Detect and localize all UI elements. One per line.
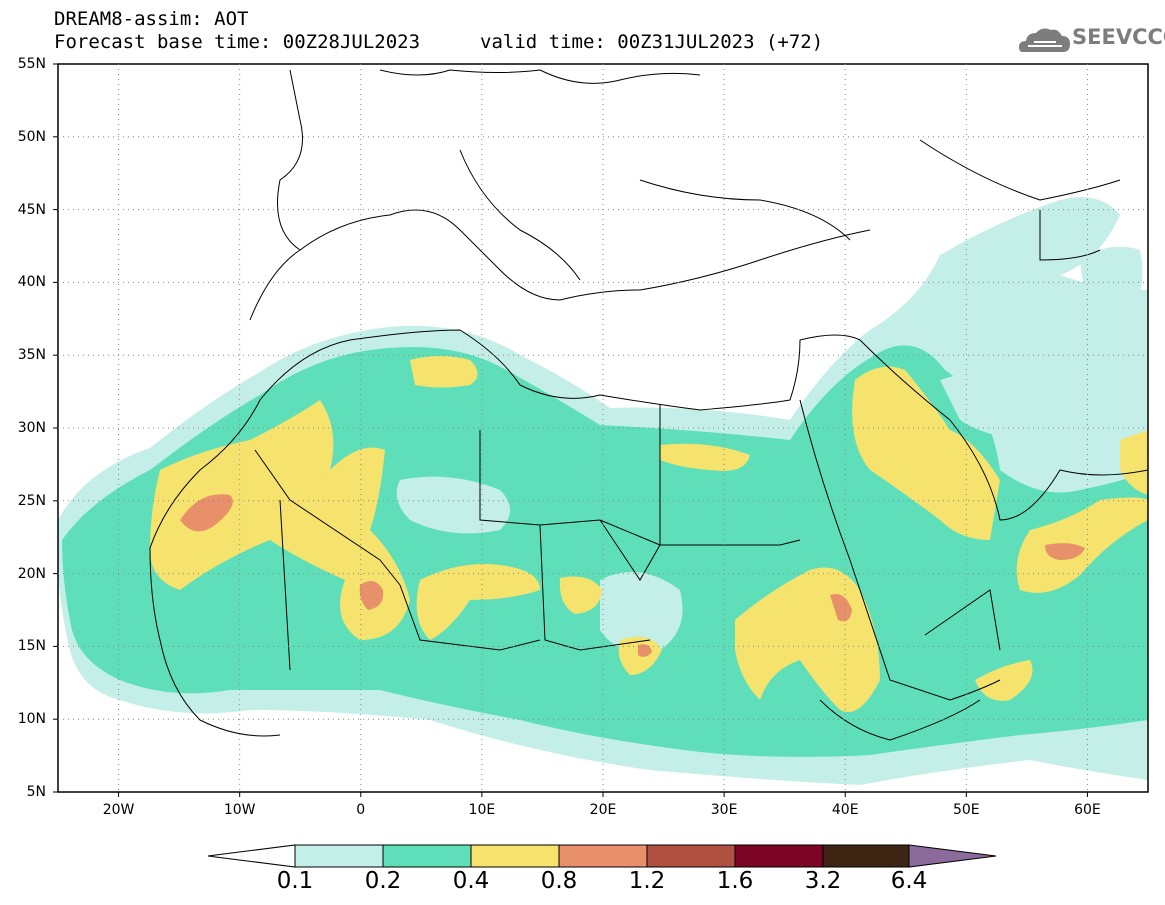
colorbar-label: 3.2 bbox=[804, 868, 842, 894]
lat-tick-label: 35N bbox=[17, 347, 46, 364]
lat-tick-label: 10N bbox=[17, 711, 46, 728]
lon-tick-label: 0 bbox=[356, 802, 366, 818]
title-line-1: DREAM8-assim: AOT bbox=[54, 8, 249, 30]
colorbar-label: 0.4 bbox=[452, 868, 490, 894]
colorbar-label: 1.2 bbox=[628, 868, 666, 894]
gridlines bbox=[53, 63, 1148, 797]
title-line-2: Forecast base time: 00Z28JUL2023 bbox=[54, 31, 421, 53]
lon-tick-label: 20W bbox=[102, 802, 135, 818]
lat-tick-label: 40N bbox=[17, 274, 46, 291]
lon-tick-label: 10E bbox=[468, 802, 496, 818]
colorbar-label: 1.6 bbox=[716, 868, 754, 894]
aot-shading bbox=[58, 197, 1148, 786]
lon-tick-label: 20E bbox=[589, 802, 617, 818]
coastlines bbox=[149, 69, 1149, 741]
lat-tick-label: 55N bbox=[17, 56, 46, 72]
colorbar-bin-4 bbox=[558, 844, 648, 868]
lon-tick-label: 40E bbox=[831, 802, 859, 818]
lat-tick-label: 45N bbox=[17, 201, 46, 218]
colorbar bbox=[207, 844, 997, 868]
lon-tick-label: 60E bbox=[1074, 802, 1101, 818]
colorbar-bin-6 bbox=[734, 844, 824, 868]
colorbar-label: 0.2 bbox=[364, 868, 402, 894]
lat-tick-label: 50N bbox=[17, 128, 46, 145]
colorbar-label: 6.4 bbox=[890, 868, 928, 894]
lon-tick-label: 50E bbox=[952, 802, 980, 818]
lon-tick-label: 30E bbox=[710, 802, 738, 818]
colorbar-label: 0.1 bbox=[276, 868, 314, 894]
lat-tick-label: 25N bbox=[17, 492, 46, 509]
lat-tick-label: 20N bbox=[17, 565, 46, 582]
title-line-3: valid time: 00Z31JUL2023 (+72) bbox=[480, 31, 824, 53]
lat-tick-label: 30N bbox=[17, 420, 46, 436]
colorbar-bin-7 bbox=[822, 844, 910, 868]
colorbar-label: 0.8 bbox=[540, 868, 578, 894]
lat-tick-label: 15N bbox=[17, 638, 46, 655]
colorbar-max-arrow bbox=[908, 844, 997, 868]
colorbar-bin-1 bbox=[294, 844, 384, 868]
colorbar-bin-3 bbox=[470, 844, 560, 868]
colorbar-bin-5 bbox=[646, 844, 736, 868]
colorbar-bin-2 bbox=[382, 844, 472, 868]
cloud-icon bbox=[1019, 28, 1070, 52]
lon-tick-label: 10W bbox=[223, 802, 256, 818]
lat-tick-label: 5N bbox=[26, 784, 46, 800]
colorbar-min-arrow bbox=[207, 844, 296, 868]
logo-text: SEEVCCC bbox=[1072, 25, 1165, 49]
